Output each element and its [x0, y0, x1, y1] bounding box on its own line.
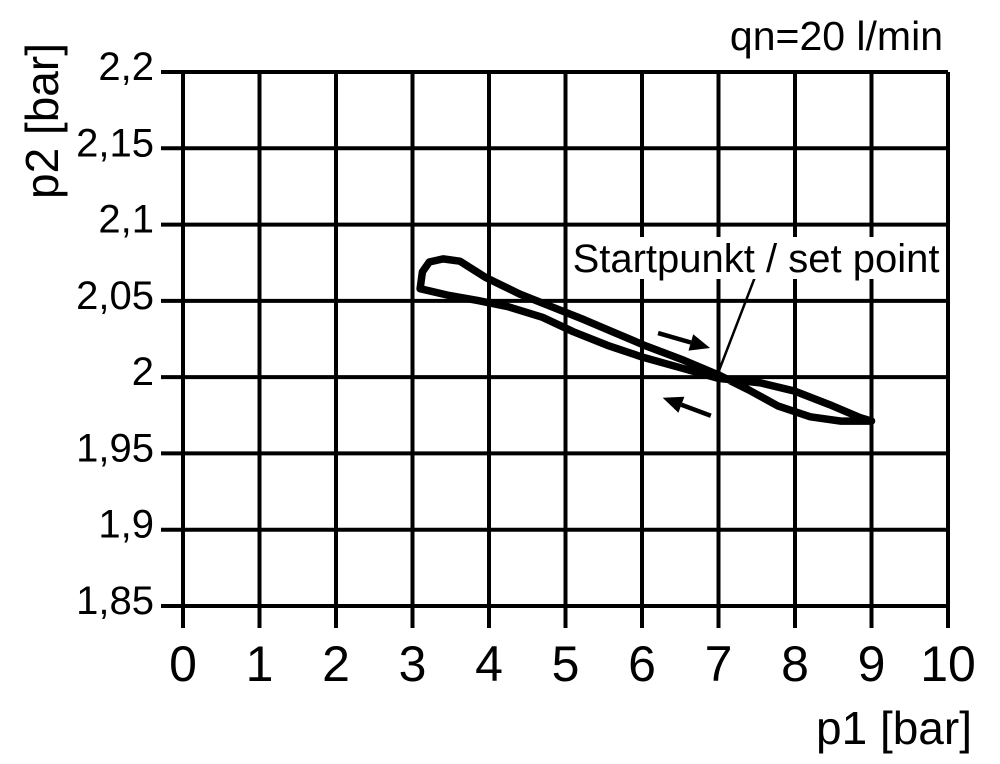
x-tick-label: 0 [169, 636, 197, 692]
x-tick-label: 8 [781, 636, 809, 692]
curve-layer [416, 255, 876, 425]
hysteresis-curve [416, 255, 876, 425]
y-tick-label: 2,05 [76, 274, 154, 318]
set-point-leader-line [718, 275, 757, 371]
forward-direction-arrow-head [688, 334, 711, 351]
y-tick-label: 2,2 [98, 45, 154, 89]
x-tick-label: 7 [705, 636, 733, 692]
y-axis-title: p2 [bar] [16, 43, 68, 199]
y-tick-label: 2 [132, 350, 154, 394]
x-tick-label: 9 [858, 636, 886, 692]
x-tick-label: 10 [920, 636, 976, 692]
x-tick-label: 3 [399, 636, 427, 692]
y-tick-label: 1,9 [98, 503, 154, 547]
flow-rate-label: qn=20 l/min [730, 13, 943, 59]
return-direction-arrow-shaft [680, 402, 712, 418]
annotation-layer [657, 275, 757, 418]
x-tick-label: 6 [628, 636, 656, 692]
x-tick-label: 5 [552, 636, 580, 692]
y-tick-label: 2,1 [98, 198, 154, 242]
x-tick-label: 2 [322, 636, 350, 692]
x-tick-label: 4 [475, 636, 503, 692]
x-axis-title: p1 [bar] [816, 702, 972, 754]
forward-direction-arrow-shaft [657, 330, 692, 345]
y-tick-label: 1,95 [76, 426, 154, 470]
y-tick-label: 2,15 [76, 121, 154, 165]
set-point-label-background [568, 237, 944, 279]
set-point-label: Startpunkt / set point [573, 237, 940, 281]
return-direction-arrow-head [662, 396, 685, 413]
y-tick-label: 1,85 [76, 579, 154, 623]
x-tick-label: 1 [246, 636, 274, 692]
